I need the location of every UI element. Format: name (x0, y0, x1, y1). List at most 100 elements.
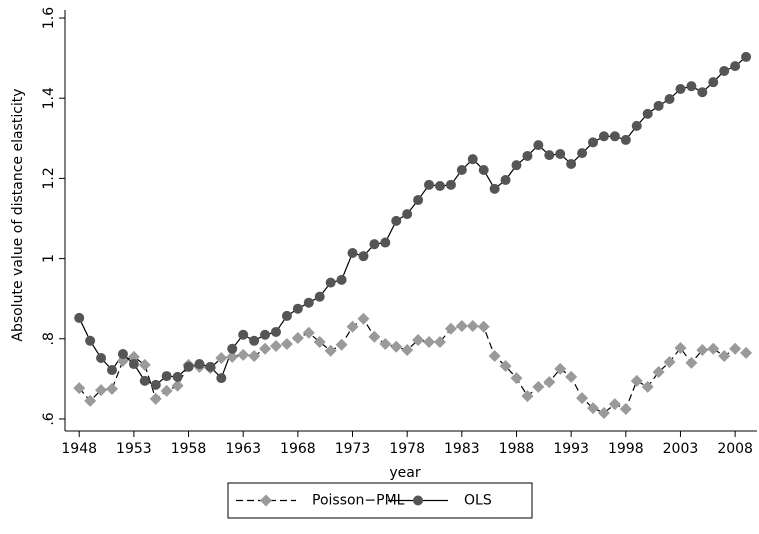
data-point (576, 392, 589, 405)
y-tick-label: 1.2 (41, 167, 57, 189)
data-point (413, 195, 424, 206)
data-point (215, 352, 228, 365)
x-tick-label: 2003 (663, 441, 699, 457)
data-point (729, 342, 742, 355)
data-point (467, 154, 478, 165)
legend-label: Poisson−PML (312, 493, 405, 509)
data-point (402, 209, 413, 220)
data-point (172, 371, 183, 382)
legend-marker (260, 494, 272, 507)
data-point (183, 361, 194, 372)
y-tick-label: .8 (41, 332, 57, 345)
x-tick-label: 1973 (335, 441, 371, 457)
data-point (641, 380, 654, 393)
data-point (500, 175, 511, 186)
data-point (488, 350, 501, 363)
data-point (226, 350, 239, 363)
y-tick-label: 1.4 (41, 87, 57, 109)
data-point (455, 319, 468, 332)
x-axis-title: year (389, 465, 420, 481)
data-point (260, 329, 271, 340)
series-line (78, 56, 747, 386)
data-point (741, 51, 752, 62)
data-point (521, 390, 534, 403)
data-point (597, 406, 610, 419)
data-point (598, 131, 609, 142)
data-point (160, 384, 173, 397)
data-point (674, 342, 687, 355)
data-point (511, 160, 522, 171)
y-tick-label: 1.6 (41, 7, 57, 29)
data-point (216, 373, 227, 384)
data-point (554, 362, 567, 375)
x-tick-label: 1968 (280, 441, 316, 457)
data-point (281, 310, 292, 321)
data-point (259, 342, 272, 355)
data-point (248, 350, 261, 363)
data-point (719, 65, 730, 76)
data-point (478, 164, 489, 175)
x-tick-label: 2008 (717, 441, 753, 457)
data-point (74, 312, 85, 323)
data-point (325, 277, 336, 288)
data-point (588, 137, 599, 148)
data-point (249, 335, 260, 346)
data-point (653, 100, 664, 111)
data-point (106, 382, 119, 395)
data-point (139, 375, 150, 386)
data-point (194, 359, 205, 370)
data-point (652, 366, 665, 379)
series-line (78, 317, 747, 414)
y-axis-title: Absolute value of distance elasticity (10, 88, 26, 341)
data-point (314, 291, 325, 302)
data-point (391, 215, 402, 226)
data-point (107, 365, 118, 376)
data-point (577, 148, 588, 159)
data-point (718, 350, 731, 363)
data-point (380, 237, 391, 248)
data-point (346, 320, 359, 333)
x-tick-label: 1963 (225, 441, 261, 457)
data-point (510, 372, 523, 385)
data-point (544, 150, 555, 161)
data-point (543, 376, 556, 389)
data-point (555, 148, 566, 159)
data-point (566, 158, 577, 169)
data-point (95, 384, 108, 397)
data-point (423, 335, 436, 348)
data-point (708, 77, 719, 88)
data-point (609, 131, 620, 142)
data-point (707, 342, 720, 355)
y-tick-label: .6 (41, 412, 57, 425)
data-point (630, 374, 643, 387)
data-point (280, 337, 293, 350)
data-point (533, 140, 544, 151)
data-point (369, 239, 380, 250)
data-point (302, 326, 315, 339)
data-point (227, 343, 238, 354)
data-point (335, 338, 348, 351)
data-point (620, 134, 631, 145)
data-point (368, 330, 381, 343)
data-point (347, 247, 358, 258)
x-tick-label: 1978 (389, 441, 425, 457)
data-point (608, 398, 621, 411)
data-point (587, 402, 600, 415)
data-point (675, 83, 686, 94)
data-point (664, 94, 675, 105)
data-point (696, 344, 709, 357)
data-point (292, 303, 303, 314)
data-point (205, 361, 216, 372)
legend-label: OLS (464, 493, 492, 509)
data-point (433, 335, 446, 348)
legend-box (227, 482, 533, 519)
data-point (269, 339, 282, 352)
data-point (150, 379, 161, 390)
data-point (697, 87, 708, 98)
data-point (532, 380, 545, 393)
data-point (466, 319, 479, 332)
x-tick-label: 1948 (61, 441, 97, 457)
data-point (642, 108, 653, 119)
data-point (237, 348, 250, 361)
